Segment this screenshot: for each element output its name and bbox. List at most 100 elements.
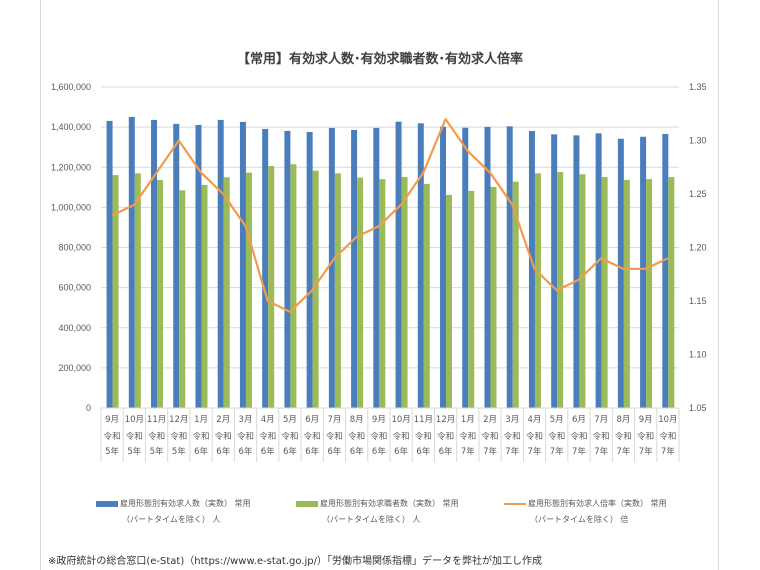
bar-job-seekers — [245, 172, 252, 408]
category-label: 令和 — [126, 431, 143, 442]
category-label: 5月 — [283, 415, 297, 425]
category-label: 7年 — [550, 446, 564, 457]
right-tick-label: 1.25 — [689, 189, 707, 199]
bar-job-openings — [395, 121, 402, 408]
bar-job-seekers — [668, 177, 675, 408]
bar-job-openings — [328, 127, 335, 409]
bar-job-openings — [484, 126, 491, 408]
category-label: 4月 — [528, 415, 542, 425]
bar-job-openings — [262, 128, 269, 409]
bar-job-seekers — [446, 194, 453, 408]
bar-job-openings — [351, 129, 358, 408]
legend-label: 雇用形態別有効求人数（実数） 常用 — [120, 499, 251, 508]
category-label: 5年 — [150, 446, 164, 457]
legend-sublabel: （パートタイムを除く） 人 — [122, 515, 221, 524]
category-label: 令和 — [459, 431, 476, 442]
bar-job-seekers — [334, 173, 341, 408]
category-label: 令和 — [637, 431, 654, 442]
category-label: 6年 — [327, 446, 341, 457]
category-label: 12月 — [169, 415, 188, 425]
frame-left — [40, 0, 41, 570]
category-label: 2月 — [483, 415, 497, 425]
bar-job-seekers — [401, 177, 408, 408]
category-label: 7月 — [327, 415, 341, 425]
category-label: 7年 — [594, 446, 608, 457]
category-label: 6年 — [439, 446, 453, 457]
category-label: 7年 — [505, 446, 519, 457]
category-label: 8月 — [616, 415, 630, 425]
category-label: 5年 — [127, 446, 141, 457]
category-label: 5年 — [172, 446, 186, 457]
category-label: 9月 — [639, 415, 653, 425]
right-tick-label: 1.05 — [689, 403, 707, 413]
category-label: 10月 — [391, 415, 410, 425]
left-tick-label: 400,000 — [58, 323, 91, 333]
category-label: 令和 — [370, 431, 387, 442]
bar-job-seekers — [223, 177, 230, 408]
category-label: 7年 — [461, 446, 475, 457]
category-label: 3月 — [239, 415, 253, 425]
bar-job-openings — [417, 123, 424, 409]
category-label: 10月 — [658, 415, 677, 425]
category-label: 7年 — [528, 446, 542, 457]
category-label: 6月 — [305, 415, 319, 425]
category-label: 令和 — [348, 431, 365, 442]
left-tick-label: 800,000 — [58, 243, 91, 253]
category-label: 7年 — [639, 446, 653, 457]
category-label: 6年 — [216, 446, 230, 457]
right-tick-label: 1.35 — [689, 82, 707, 92]
category-label: 1月 — [194, 415, 208, 425]
category-label: 6年 — [416, 446, 430, 457]
bar-job-openings — [373, 127, 380, 409]
bar-job-seekers — [379, 179, 386, 408]
bar-job-seekers — [290, 164, 297, 408]
category-label: 5月 — [550, 415, 564, 425]
category-label: 令和 — [304, 431, 321, 442]
bar-job-openings — [595, 133, 602, 409]
plot-area: 0 200,000 400,000 600,000 800,000 1,000,000 1,… — [51, 82, 707, 462]
legend-label: 雇用形態別有効求人倍率（実数） 常用 — [528, 499, 667, 508]
bar-job-openings — [662, 133, 669, 409]
legend-swatch — [296, 500, 318, 507]
legend-sublabel: （パートタイムを除く） 倍 — [530, 515, 629, 524]
bar-job-seekers — [201, 184, 208, 408]
legend-item-job-seekers: 雇用形態別有効求職者数（実数） 常用 （パートタイムを除く） 人 — [296, 496, 459, 528]
category-label: 7年 — [572, 446, 586, 457]
right-tick-label: 1.20 — [689, 243, 707, 253]
category-label: 6年 — [239, 446, 253, 457]
bar-job-seekers — [179, 190, 186, 408]
category-label: 11月 — [147, 415, 166, 425]
category-label: 9月 — [372, 415, 386, 425]
bar-job-openings — [106, 120, 113, 408]
category-label: 12月 — [436, 415, 455, 425]
category-label: 令和 — [526, 431, 543, 442]
bar-job-openings — [551, 134, 558, 408]
bar-job-openings — [440, 126, 447, 408]
right-tick-label: 1.15 — [689, 296, 707, 306]
bar-job-seekers — [134, 173, 141, 408]
bar-job-seekers — [468, 190, 475, 408]
bar-job-openings — [284, 130, 291, 408]
category-label: 1月 — [461, 415, 475, 425]
category-label: 6月 — [572, 415, 586, 425]
category-label: 令和 — [281, 431, 298, 442]
left-tick-label: 0 — [86, 403, 91, 413]
bar-job-seekers — [534, 173, 541, 408]
left-tick-label: 1,400,000 — [51, 122, 91, 132]
bar-job-seekers — [512, 181, 519, 408]
frame-right — [718, 0, 719, 570]
bar-job-seekers — [623, 179, 630, 408]
category-label: 8月 — [350, 415, 364, 425]
category-label: 令和 — [548, 431, 565, 442]
legend-label: 雇用形態別有効求職者数（実数） 常用 — [320, 499, 459, 508]
bar-job-seekers — [357, 177, 364, 408]
bar-job-openings — [617, 138, 624, 409]
category-label: 6年 — [194, 446, 208, 457]
bar-job-openings — [239, 121, 246, 408]
category-label: 6年 — [261, 446, 275, 457]
category-label: 令和 — [504, 431, 521, 442]
category-label: 6年 — [283, 446, 297, 457]
bar-job-openings — [462, 127, 469, 409]
bar-job-seekers — [601, 177, 608, 408]
